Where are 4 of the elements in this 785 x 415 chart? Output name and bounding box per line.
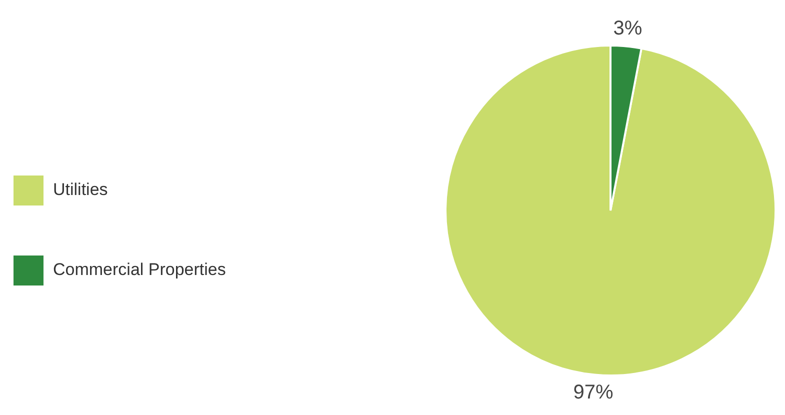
data-label: 97%	[573, 382, 614, 404]
legend-label: Commercial Properties	[53, 260, 226, 280]
data-label: 3%	[613, 17, 642, 40]
legend-label: Utilities	[53, 180, 108, 200]
